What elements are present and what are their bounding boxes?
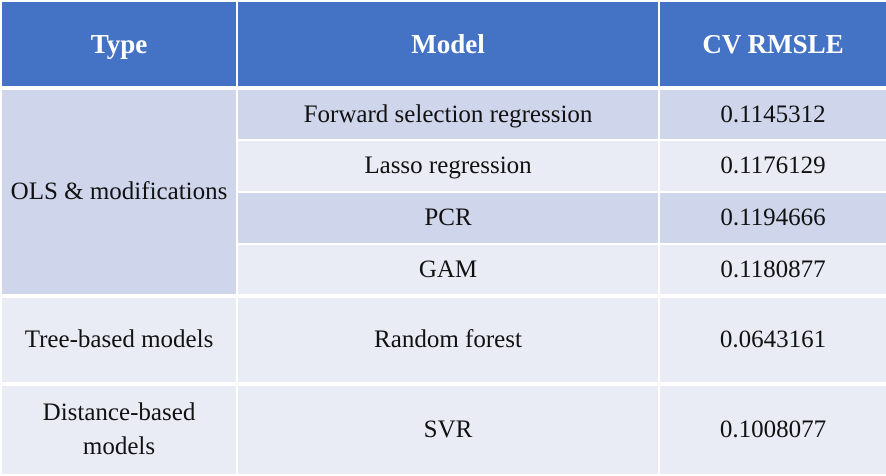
type-cell-distance: Distance-based models <box>0 382 238 476</box>
score-cell: 0.1180877 <box>658 243 886 297</box>
table-row: Tree-based models Random forest 0.064316… <box>0 294 886 385</box>
type-label: Distance-based models <box>42 399 196 460</box>
header-type: Type <box>0 0 238 90</box>
header-model: Model <box>236 0 660 90</box>
model-cell: Forward selection regression <box>236 87 660 141</box>
table-row: Lasso regression 0.1176129 <box>1 139 886 193</box>
model-cell: GAM <box>236 243 660 297</box>
model-cell: Lasso regression <box>236 139 660 193</box>
table-row: PCR 0.1194666 <box>1 191 886 245</box>
header-row: Type Model CV RMSLE <box>0 0 886 90</box>
score-cell: 0.1194666 <box>658 191 886 245</box>
type-label: OLS & modifications <box>10 178 228 205</box>
type-cell-tree: Tree-based models <box>0 294 238 385</box>
score-cell: 0.1176129 <box>658 139 886 193</box>
model-cell: PCR <box>236 191 660 245</box>
table-row: Distance-based models SVR 0.1008077 <box>0 382 886 476</box>
table-row: GAM 0.1180877 <box>1 243 886 297</box>
type-label: Tree-based models <box>24 326 214 353</box>
model-cell: Random forest <box>236 294 660 385</box>
header-metric: CV RMSLE <box>658 0 886 90</box>
score-cell: 0.0643161 <box>658 294 886 385</box>
table-row: OLS & modifications Forward selection re… <box>0 87 886 297</box>
type-cell-ols: OLS & modifications <box>0 87 238 297</box>
score-cell: 0.1145312 <box>658 87 886 141</box>
model-cell: SVR <box>236 382 660 476</box>
score-cell: 0.1008077 <box>658 382 886 476</box>
